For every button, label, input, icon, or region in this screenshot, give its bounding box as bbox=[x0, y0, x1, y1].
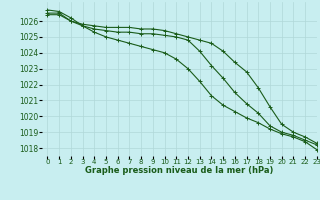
X-axis label: Graphe pression niveau de la mer (hPa): Graphe pression niveau de la mer (hPa) bbox=[85, 166, 273, 175]
